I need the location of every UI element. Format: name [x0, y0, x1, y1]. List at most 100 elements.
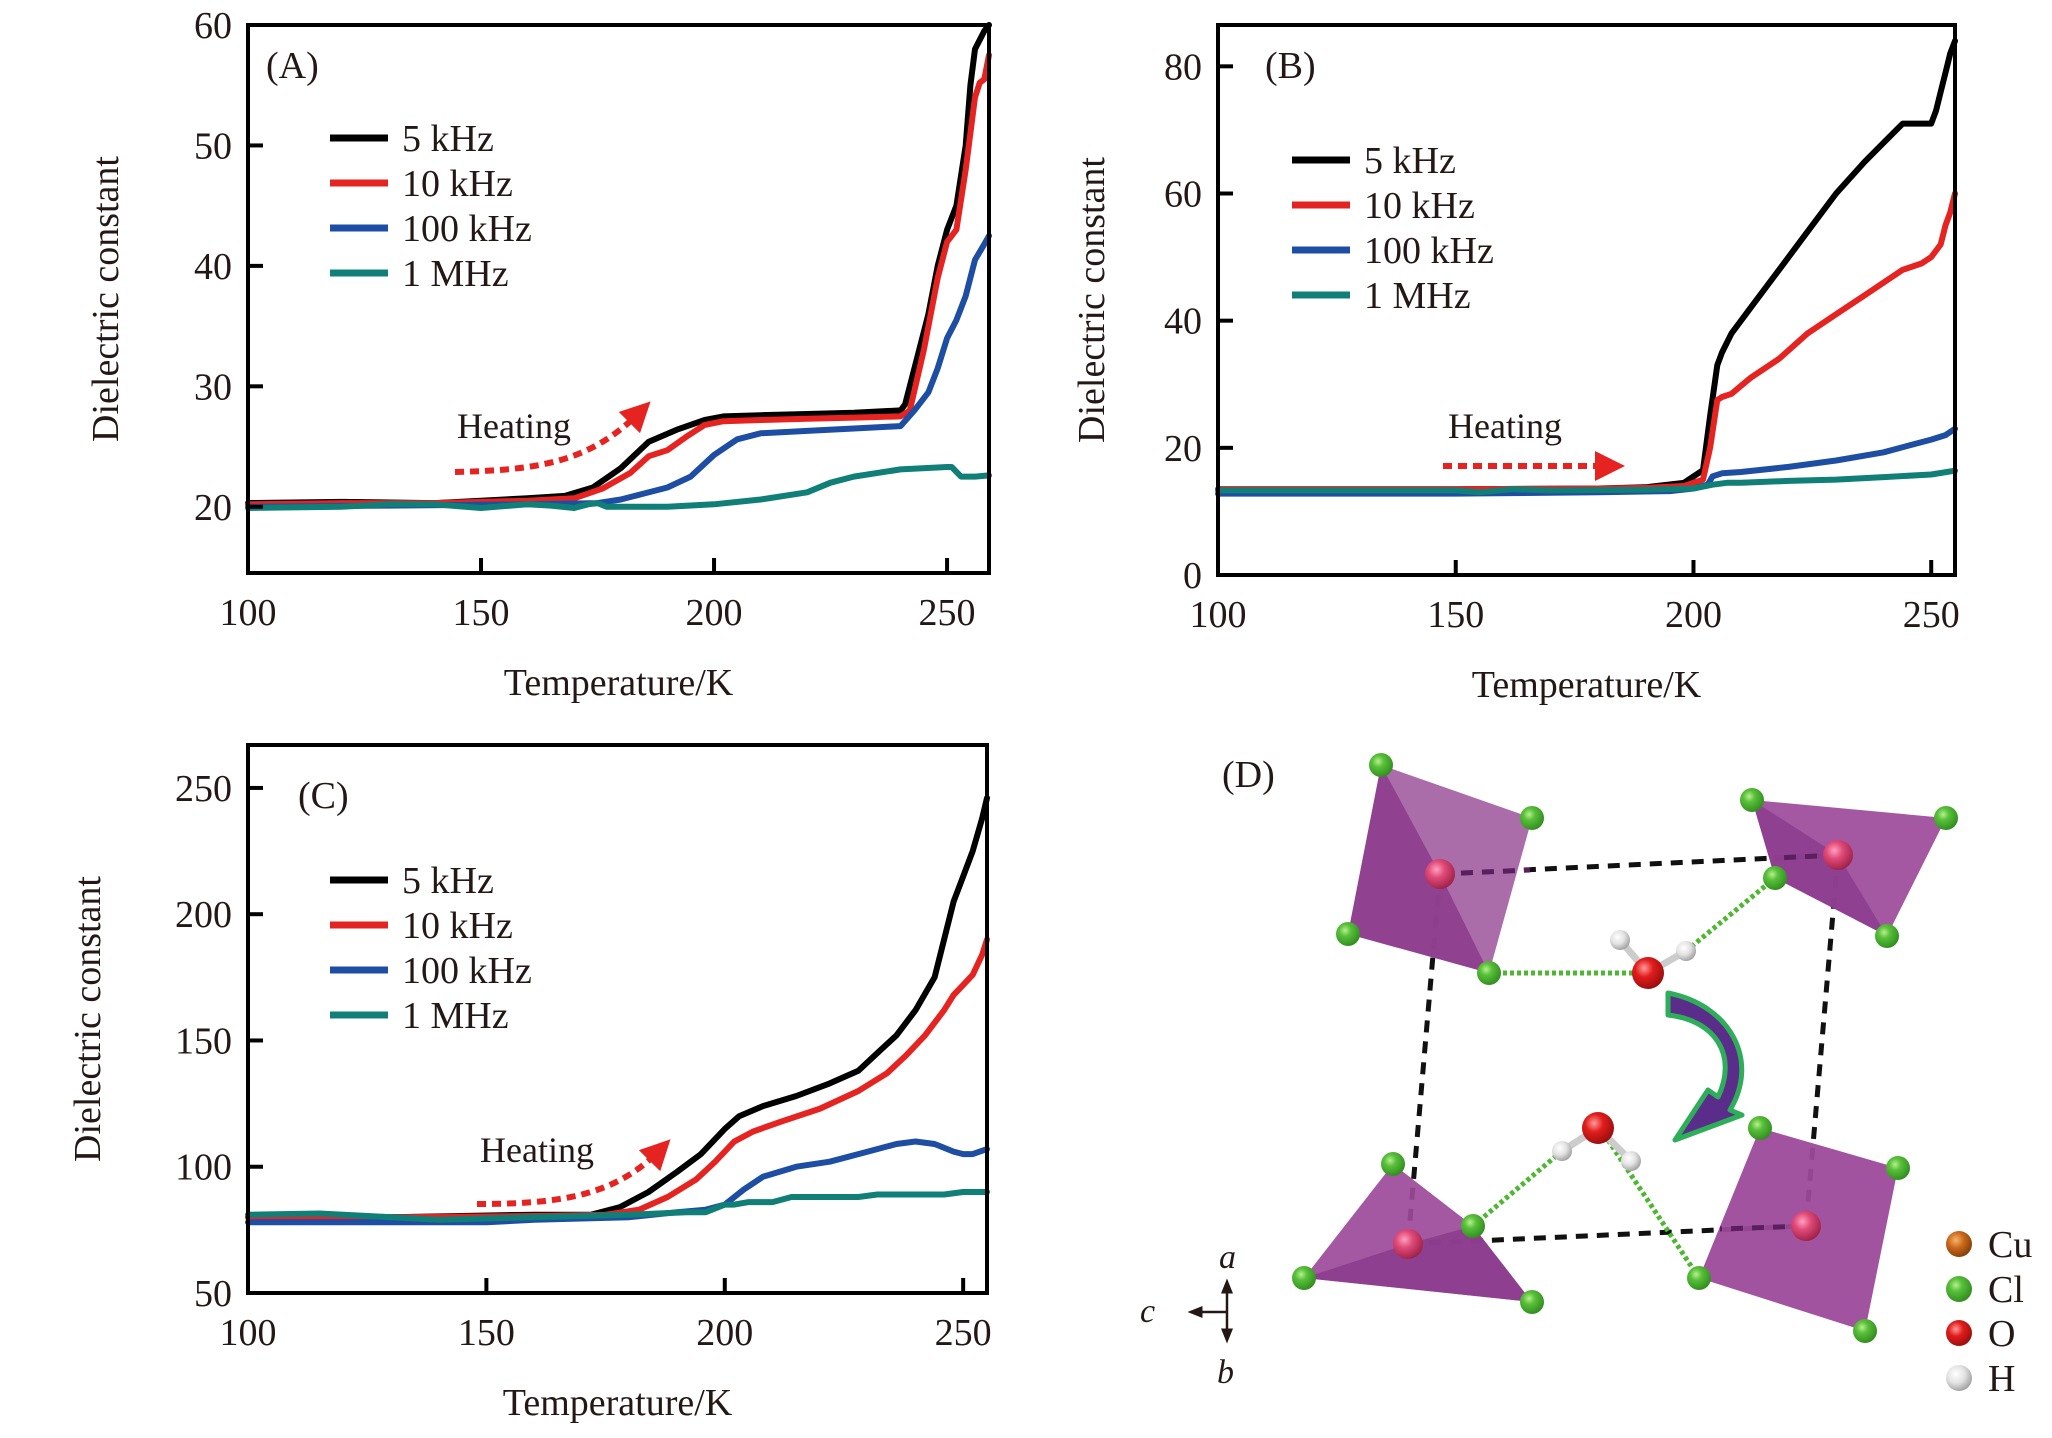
- x-axis-title: Temperature/K: [503, 1382, 733, 1424]
- panel-label: (D): [1222, 754, 1275, 796]
- x-tick-label: 100: [220, 1312, 277, 1354]
- copper-atom: [1393, 1229, 1423, 1259]
- hydrogen-atom: [1676, 941, 1696, 961]
- y-tick-label: 30: [194, 366, 232, 408]
- legend-label: 5 kHz: [402, 860, 494, 902]
- legend-label: 1 MHz: [402, 995, 509, 1037]
- copper-atom: [1823, 840, 1853, 870]
- copper-atom: [1425, 859, 1455, 889]
- heating-annotation: Heating: [457, 406, 571, 446]
- atom-legend: Cu Cl O H: [1946, 1224, 2032, 1400]
- legend-label: H: [1988, 1358, 2015, 1400]
- legend-label: 100 kHz: [1364, 230, 1494, 272]
- panel-label: (B): [1265, 45, 1316, 87]
- rotation-arrow-icon: [1665, 990, 1745, 1143]
- hydrogen-atom: [1552, 1141, 1572, 1161]
- chlorine-swatch: [1946, 1276, 1972, 1302]
- y-axis-title: Dielectric constant: [1071, 157, 1113, 443]
- legend-label: 5 kHz: [402, 118, 494, 160]
- y-tick-label: 200: [175, 894, 232, 936]
- hydrogen-bonds: [1471, 876, 1777, 1280]
- panel-c-chart: (C) Heating 100 150 200 25050100150200250Te…: [67, 743, 992, 1424]
- legend-label: 1 MHz: [1364, 275, 1471, 317]
- x-tick-label: 250: [1903, 594, 1960, 636]
- series-line-100-khz: [245, 232, 992, 510]
- x-axis-title: Temperature/K: [1472, 664, 1702, 706]
- plot-frame: [246, 23, 991, 575]
- chlorine-atom: [1461, 1214, 1485, 1238]
- series-line-100-khz: [1215, 425, 1958, 497]
- hydrogen-atom: [1610, 930, 1630, 950]
- panel-label: (A): [266, 45, 319, 87]
- series-line-1-mhz: [1215, 467, 1958, 496]
- chlorine-atom: [1740, 788, 1764, 812]
- panel-d-structure: (D): [1140, 753, 2032, 1400]
- y-tick-label: 60: [1164, 173, 1202, 215]
- oxygen-atom: [1632, 957, 1664, 989]
- x-tick-label: 250: [935, 1312, 992, 1354]
- copper-atom: [1791, 1211, 1821, 1241]
- y-tick-label: 50: [194, 125, 232, 167]
- panel-a-chart: (A) Heating 100 150 200 250 20 30 40 50 60 Temper…: [85, 5, 992, 704]
- axis-c-label: c: [1140, 1293, 1155, 1330]
- legend-label: 10 kHz: [1364, 185, 1475, 227]
- series-line-10-khz: [245, 52, 992, 508]
- series-line-10-khz: [1215, 190, 1958, 493]
- x-tick-label: 100: [1190, 594, 1247, 636]
- legend-label: 1 MHz: [402, 253, 509, 295]
- x-tick-label: 200: [696, 1312, 753, 1354]
- hydrogen-swatch: [1946, 1365, 1972, 1391]
- y-tick-label: 0: [1183, 555, 1202, 597]
- chlorine-atom: [1875, 924, 1899, 948]
- legend-label: O: [1988, 1313, 2015, 1355]
- legend-item: H: [1946, 1358, 2015, 1400]
- chlorine-atom: [1748, 1116, 1772, 1140]
- y-tick-label: 100: [175, 1147, 232, 1189]
- y-axis-title: Dielectric constant: [67, 876, 109, 1162]
- legend-item: Cu: [1946, 1224, 2032, 1266]
- water-molecule: [1552, 1112, 1641, 1171]
- chlorine-atom: [1381, 1152, 1405, 1176]
- x-tick-label: 100: [220, 592, 277, 634]
- plot-frame: [1216, 23, 1957, 577]
- series-line-10-khz: [245, 936, 990, 1221]
- chlorine-atom: [1369, 753, 1393, 777]
- axis-b-label: b: [1217, 1354, 1234, 1391]
- legend-label: 10 kHz: [402, 163, 513, 205]
- chlorine-atom: [1763, 866, 1787, 890]
- legend-label: 10 kHz: [402, 905, 513, 947]
- chlorine-atom: [1853, 1319, 1877, 1343]
- x-tick-label: 250: [919, 592, 976, 634]
- legend-label: 100 kHz: [402, 950, 532, 992]
- heating-annotation: Heating: [1448, 406, 1562, 446]
- y-tick-label: 20: [194, 487, 232, 529]
- y-tick-label: 60: [194, 5, 232, 47]
- y-tick-label: 250: [175, 768, 232, 810]
- legend-item: Cl: [1946, 1269, 2024, 1311]
- chlorine-atom: [1934, 806, 1958, 830]
- y-tick-label: 40: [194, 246, 232, 288]
- legend-item: O: [1946, 1313, 2015, 1355]
- chlorine-atom: [1336, 922, 1360, 946]
- axis-a-label: a: [1219, 1239, 1236, 1276]
- water-molecule: [1610, 930, 1696, 989]
- y-tick-label: 20: [1164, 428, 1202, 470]
- chlorine-atom: [1477, 961, 1501, 985]
- series-line-5-khz: [245, 795, 990, 1221]
- heating-annotation: Heating: [480, 1130, 594, 1170]
- y-tick-label: 50: [194, 1273, 232, 1315]
- series-line-5-khz: [1215, 37, 1958, 493]
- chlorine-atom: [1520, 1290, 1544, 1314]
- chlorine-atom: [1886, 1156, 1910, 1180]
- y-tick-label: 40: [1164, 301, 1202, 343]
- plot-frame: [246, 743, 989, 1295]
- heating-arrow: [476, 1139, 671, 1207]
- x-tick-label: 150: [453, 592, 510, 634]
- x-tick-label: 150: [458, 1312, 515, 1354]
- x-axis-title: Temperature/K: [504, 662, 734, 704]
- chlorine-atom: [1520, 806, 1544, 830]
- legend-label: 100 kHz: [402, 208, 532, 250]
- cucl4-polyhedron: [1752, 800, 1946, 936]
- copper-swatch: [1946, 1231, 1972, 1257]
